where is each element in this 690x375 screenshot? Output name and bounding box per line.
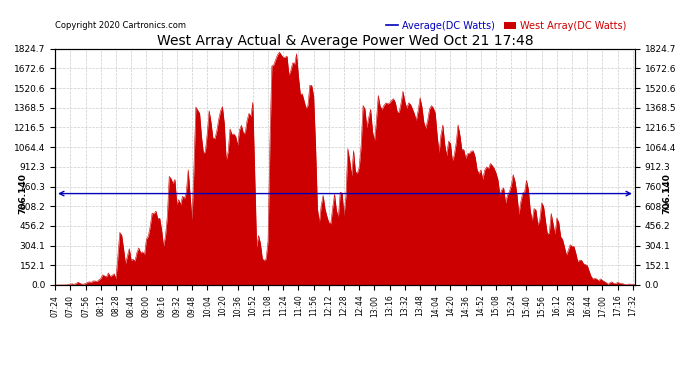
Text: 706.140: 706.140 xyxy=(19,173,28,214)
Title: West Array Actual & Average Power Wed Oct 21 17:48: West Array Actual & Average Power Wed Oc… xyxy=(157,34,533,48)
Legend: Average(DC Watts), West Array(DC Watts): Average(DC Watts), West Array(DC Watts) xyxy=(382,17,630,35)
Text: Copyright 2020 Cartronics.com: Copyright 2020 Cartronics.com xyxy=(55,21,186,30)
Text: 706.140: 706.140 xyxy=(662,173,671,214)
